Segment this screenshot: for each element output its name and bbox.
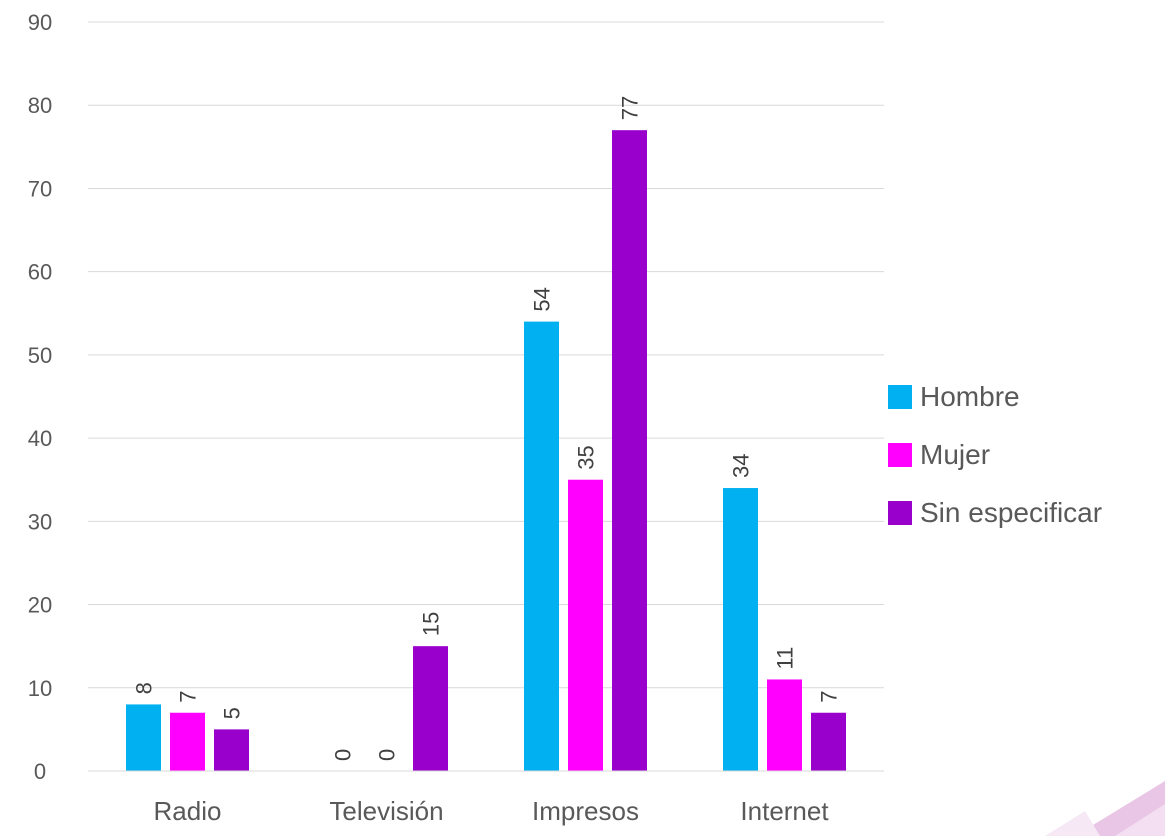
y-tick-label: 70 — [28, 176, 52, 201]
y-tick-label: 60 — [28, 260, 52, 285]
bar-mujer-0 — [170, 712, 205, 771]
data-label-mujer-0: 7 — [176, 690, 201, 702]
y-tick-label: 50 — [28, 343, 52, 368]
legend-item-mujer: Mujer — [888, 426, 1102, 484]
data-labels: 8 7 5 0 0 15 54 35 77 34 11 7 — [132, 96, 842, 761]
legend-item-sin-especificar: Sin especificar — [888, 484, 1102, 542]
bar-hombre-3 — [723, 488, 758, 771]
y-tick-label: 20 — [28, 593, 52, 618]
y-tick-label: 30 — [28, 509, 52, 534]
x-category-label: Televisión — [329, 796, 443, 826]
legend-swatch-hombre — [888, 385, 912, 409]
y-tick-label: 40 — [28, 426, 52, 451]
data-label-hombre-2: 54 — [530, 287, 555, 311]
bar-hombre-2 — [524, 321, 559, 771]
y-axis: 0 10 20 30 40 50 60 70 80 90 — [28, 10, 52, 784]
legend-swatch-sin-especificar — [888, 501, 912, 525]
data-label-hombre-0: 8 — [132, 682, 157, 694]
bar-mujer-2 — [568, 479, 603, 771]
y-tick-label: 80 — [28, 93, 52, 118]
bars — [126, 130, 846, 771]
legend-item-hombre: Hombre — [888, 368, 1102, 426]
y-tick-label: 0 — [34, 759, 46, 784]
data-label-mujer-2: 35 — [574, 445, 599, 469]
legend: Hombre Mujer Sin especificar — [888, 368, 1102, 542]
bar-sin-especificar-2 — [612, 130, 647, 771]
x-category-label: Impresos — [532, 796, 639, 826]
bar-sin-especificar-3 — [811, 712, 846, 771]
bar-mujer-3 — [767, 679, 802, 771]
data-label-hombre-3: 34 — [729, 454, 754, 478]
data-label-sin-especificar-1: 15 — [419, 612, 444, 636]
legend-swatch-mujer — [888, 443, 912, 467]
x-category-label: Internet — [740, 796, 829, 826]
legend-label-mujer: Mujer — [920, 439, 991, 470]
x-category-label: Radio — [154, 796, 222, 826]
data-label-sin-especificar-3: 7 — [817, 690, 842, 702]
bar-hombre-0 — [126, 704, 161, 771]
bar-sin-especificar-0 — [214, 729, 249, 771]
x-axis: Radio Televisión Impresos Internet — [88, 770, 884, 826]
legend-label-sin-especificar: Sin especificar — [920, 497, 1103, 528]
data-label-mujer-3: 11 — [773, 647, 798, 670]
data-label-mujer-1: 0 — [375, 749, 400, 761]
y-tick-label: 10 — [28, 676, 52, 701]
data-label-sin-especificar-2: 77 — [618, 96, 643, 120]
corner-decoration — [1045, 781, 1165, 836]
bar-sin-especificar-1 — [413, 646, 448, 771]
gridlines — [88, 21, 884, 772]
legend-label-hombre: Hombre — [920, 381, 1020, 412]
data-label-hombre-1: 0 — [331, 749, 356, 761]
data-label-sin-especificar-0: 5 — [220, 707, 245, 719]
y-tick-label: 90 — [28, 10, 52, 35]
